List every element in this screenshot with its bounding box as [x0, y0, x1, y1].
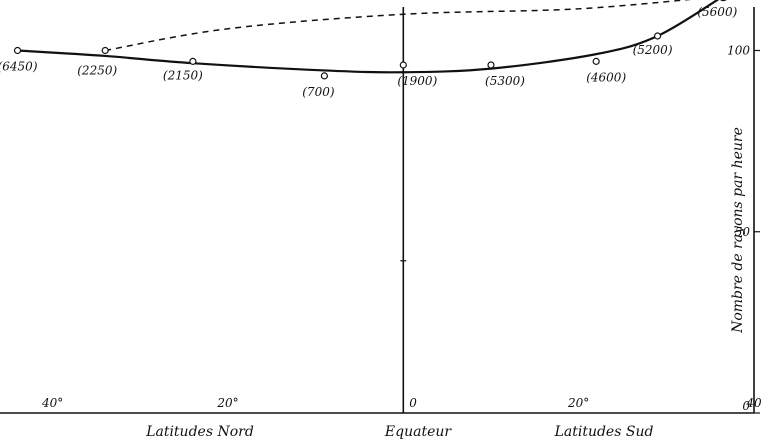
x-axis-label-north: Latitudes Nord: [145, 424, 254, 440]
point-value-label: (5200): [633, 43, 673, 57]
point-value-label: (2150): [163, 68, 203, 82]
point-value-label: (2250): [77, 64, 117, 78]
x-axis-label-south: Latitudes Sud: [554, 424, 654, 440]
x-tick-label: 20°: [216, 396, 238, 410]
data-point: [101, 46, 109, 55]
data-point: [487, 61, 495, 69]
data-point: [320, 72, 328, 80]
data-point: [653, 32, 662, 40]
point-value-label: (5600): [697, 5, 737, 19]
curves: [17, 0, 720, 74]
y-tick-label: 100: [727, 44, 750, 58]
axis-labels: Latitudes Nord Equateur Latitudes Sud No…: [145, 127, 746, 440]
y-axis-label: Nombre de rayons par heure: [730, 127, 746, 334]
data-point: [189, 57, 197, 65]
point-value-label: (6450): [0, 60, 38, 74]
x-axis-label-equator: Equateur: [384, 424, 452, 440]
x-tick-label: 40: [745, 396, 762, 410]
y-tick-label: 50: [735, 225, 751, 239]
data-point: [719, 0, 727, 2]
x-tick-label: 20°: [567, 396, 589, 410]
data-point: [13, 46, 22, 55]
x-tick-label: 0: [409, 396, 417, 410]
y-tick-label: 0: [742, 399, 750, 413]
data-points: (6450) (2250) (2150) (700) (1900) (5300) (4600…: [0, 0, 738, 99]
point-value-label: (700): [302, 85, 335, 99]
point-value-label: (4600): [586, 70, 626, 84]
point-value-label: (1900): [397, 74, 437, 88]
data-point: [399, 61, 407, 69]
solid-curve: [17, 0, 720, 74]
data-point: [592, 57, 600, 65]
dashed-curve: [105, 0, 692, 52]
x-tick-label: 40°: [41, 396, 63, 410]
point-value-label: (5300): [485, 74, 525, 88]
